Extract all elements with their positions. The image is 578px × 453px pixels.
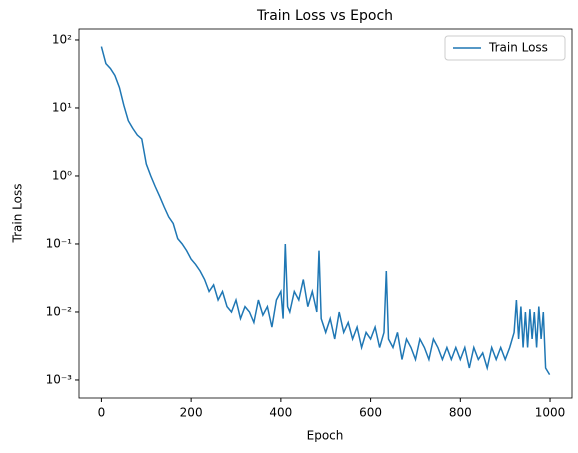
- y-axis-label: Train Loss: [11, 184, 25, 244]
- plot-frame: [78, 28, 573, 399]
- x-tick-label: 1000: [535, 406, 566, 420]
- y-tick-label: 10¹: [52, 100, 72, 114]
- x-axis-label: Epoch: [307, 429, 344, 443]
- chart-title: Train Loss vs Epoch: [256, 8, 393, 24]
- y-tick-label: 10⁻³: [46, 372, 73, 386]
- x-tick-label: 200: [180, 406, 203, 420]
- line: [100, 46, 551, 375]
- x-tick-label: 800: [449, 406, 472, 420]
- x-tick-label: 600: [359, 406, 382, 420]
- y-tick-label: 10⁰: [52, 168, 72, 182]
- x-tick-label: 400: [269, 406, 292, 420]
- y-tick-label: 10⁻²: [46, 304, 73, 318]
- legend-label: Train Loss: [488, 41, 548, 55]
- legend-box: [444, 35, 566, 61]
- y-tick-label: 10²: [52, 32, 72, 46]
- x-tick-label: 0: [98, 406, 106, 420]
- y-tick-label: 10⁻¹: [46, 236, 73, 250]
